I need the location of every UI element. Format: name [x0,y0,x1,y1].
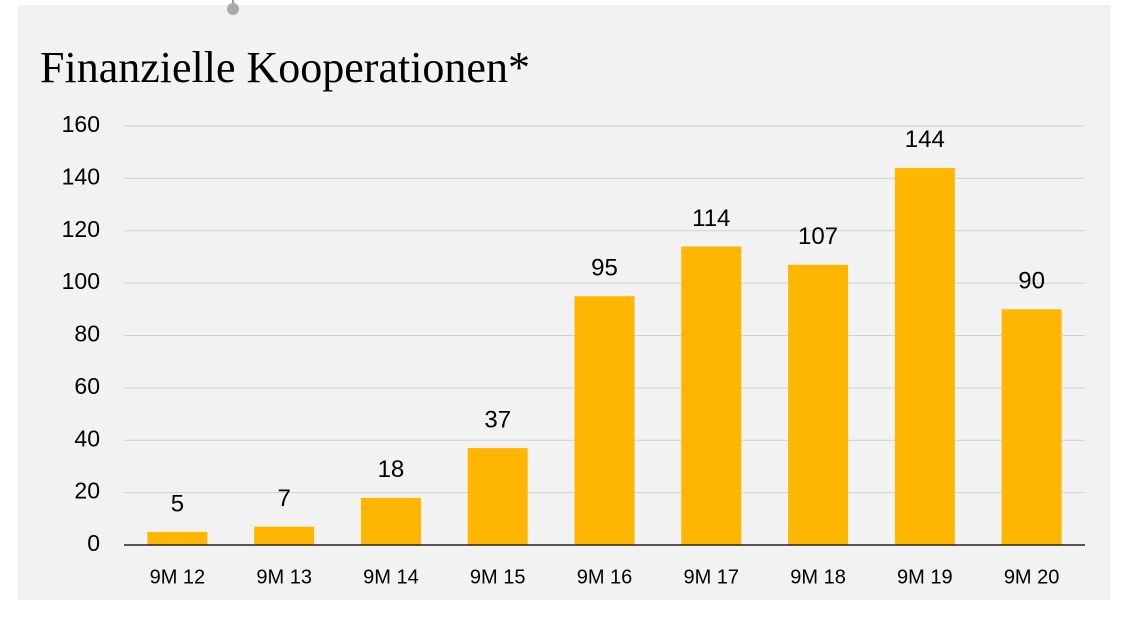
value-label: 7 [277,485,290,512]
y-tick-label: 120 [62,216,100,242]
bar [894,167,955,545]
value-label: 90 [1018,268,1045,295]
bar [681,246,742,545]
y-tick-label: 160 [62,111,100,137]
bar [1001,309,1062,545]
x-tick-label: 9M 13 [256,566,312,588]
x-tick-label: 9M 18 [790,566,846,588]
bar [467,448,528,545]
x-tick-label: 9M 14 [363,566,419,588]
y-tick-label: 80 [74,321,100,347]
x-tick-label: 9M 19 [897,566,953,588]
y-tick-label: 0 [87,530,100,556]
bar [574,296,635,545]
bar [254,526,315,545]
y-tick-label: 140 [62,163,100,189]
value-label: 114 [692,205,730,232]
y-tick-label: 20 [74,478,100,504]
value-label: 95 [591,255,618,282]
y-tick-label: 40 [74,425,100,451]
x-tick-label: 9M 20 [1004,566,1060,588]
bar [147,531,208,545]
value-label: 107 [798,223,838,250]
x-tick-label: 9M 15 [470,566,526,588]
value-label: 5 [171,490,184,517]
bar [360,497,421,545]
chart-title: Finanzielle Kooperationen* [40,43,530,92]
value-label: 144 [905,126,945,153]
y-tick-label: 60 [74,373,100,399]
bar [788,264,849,545]
x-tick-label: 9M 12 [150,566,206,588]
value-label: 37 [484,406,511,433]
x-tick-label: 9M 17 [683,566,739,588]
y-tick-label: 100 [62,268,100,294]
connector-dot [227,3,239,15]
value-label: 18 [378,456,405,483]
x-tick-label: 9M 16 [577,566,633,588]
